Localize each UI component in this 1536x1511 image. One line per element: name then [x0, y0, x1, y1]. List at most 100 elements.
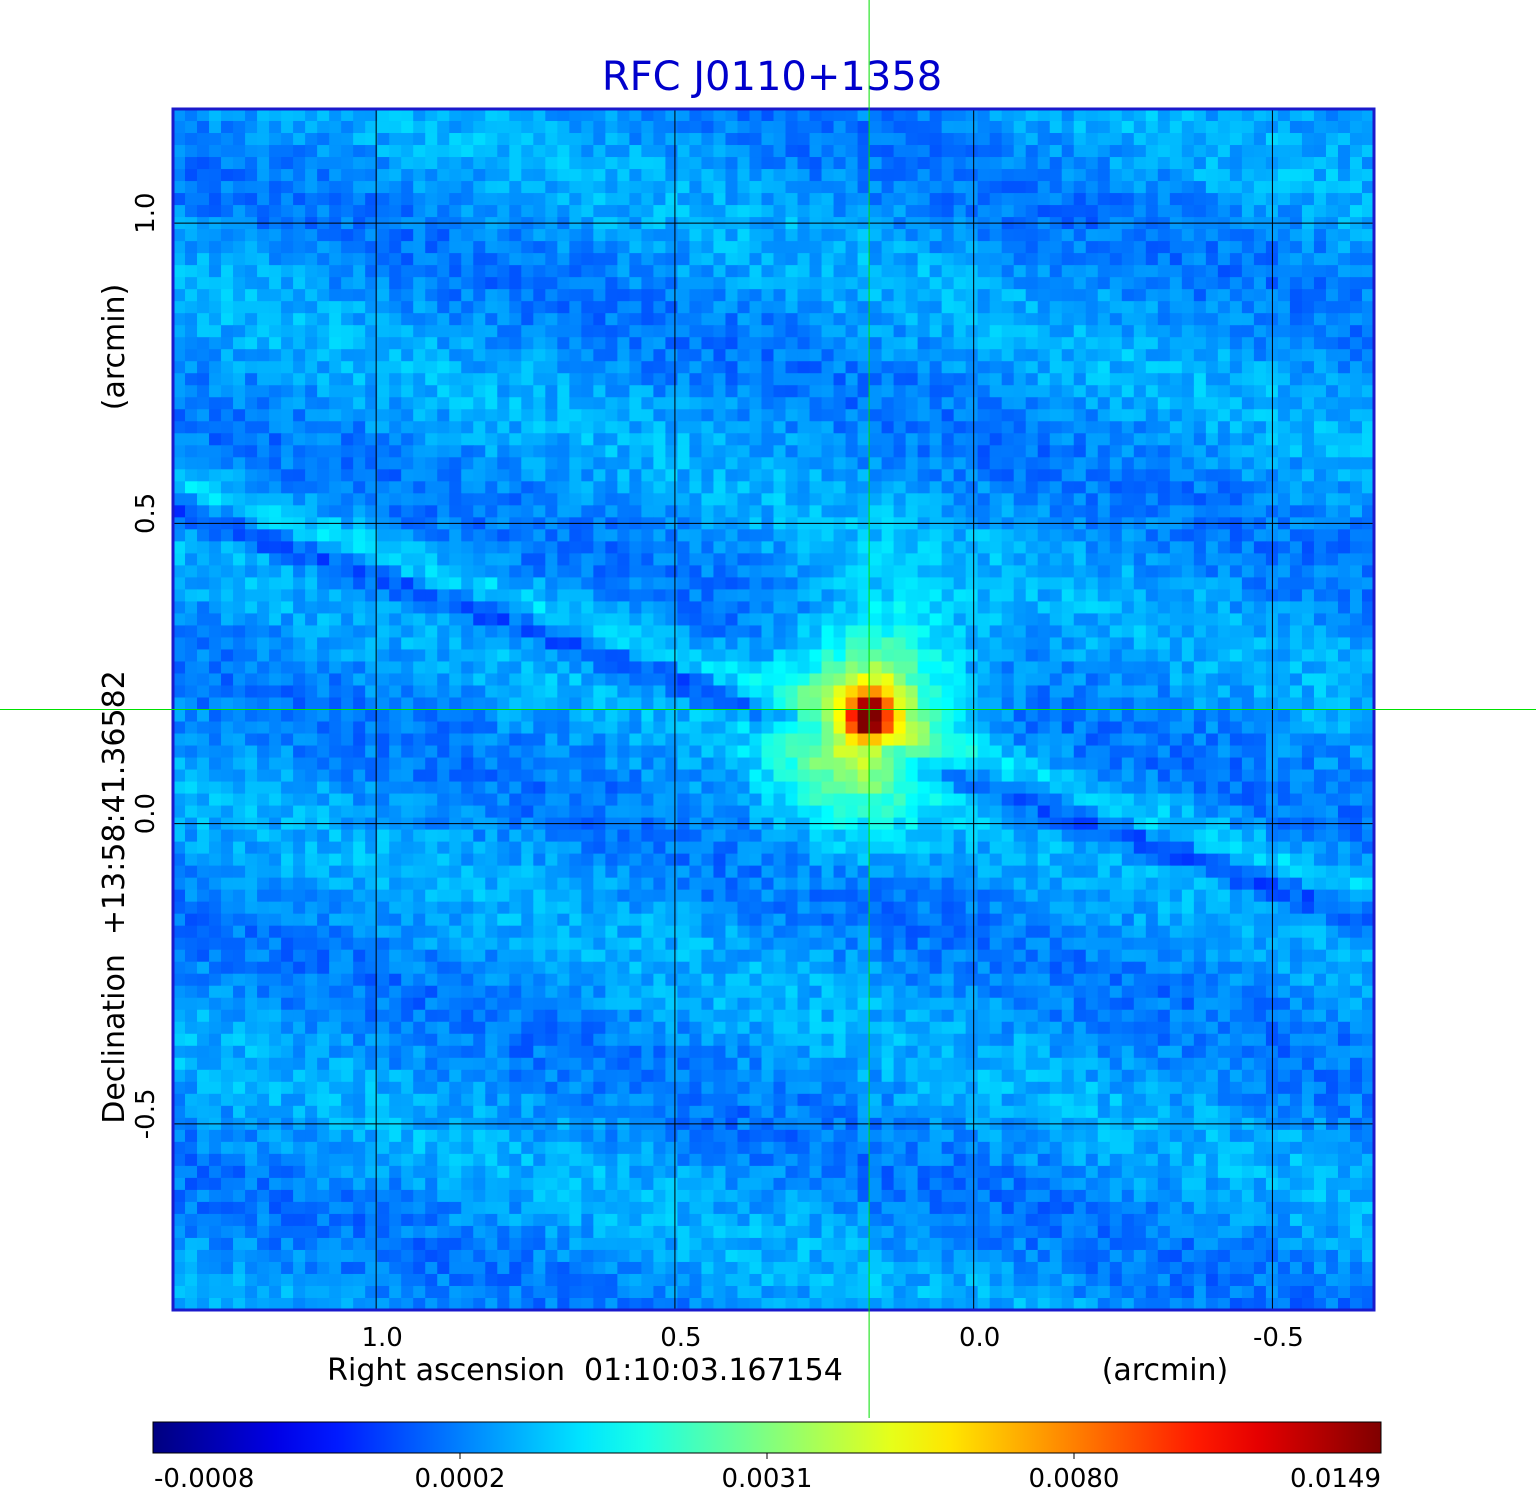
- image-pixel: [869, 169, 883, 182]
- image-pixel: [1085, 373, 1099, 386]
- image-pixel: [329, 649, 342, 663]
- image-pixel: [881, 313, 895, 326]
- image-pixel: [1073, 421, 1087, 434]
- image-pixel: [677, 613, 691, 627]
- image-pixel: [1253, 325, 1267, 338]
- image-pixel: [941, 529, 955, 542]
- image-pixel: [305, 433, 318, 446]
- image-pixel: [173, 409, 186, 422]
- image-pixel: [365, 553, 378, 566]
- image-pixel: [1085, 325, 1099, 338]
- image-pixel: [1205, 553, 1219, 566]
- image-pixel: [557, 229, 570, 242]
- image-pixel: [1049, 373, 1063, 386]
- image-pixel: [1277, 397, 1291, 410]
- image-pixel: [281, 553, 294, 566]
- image-pixel: [185, 289, 198, 302]
- image-pixel: [977, 661, 991, 675]
- image-pixel: [173, 661, 186, 675]
- image-pixel: [377, 181, 390, 194]
- image-pixel: [1049, 169, 1063, 182]
- image-pixel: [617, 661, 630, 675]
- image-pixel: [1289, 433, 1303, 446]
- image-pixel: [329, 205, 342, 218]
- image-pixel: [1109, 169, 1123, 182]
- image-pixel: [581, 577, 594, 590]
- image-pixel: [893, 385, 907, 398]
- image-pixel: [389, 481, 402, 494]
- image-pixel: [305, 577, 318, 590]
- image-pixel: [1169, 541, 1183, 554]
- image-pixel: [197, 289, 210, 302]
- image-pixel: [737, 109, 751, 122]
- image-pixel: [1361, 649, 1374, 663]
- image-pixel: [521, 181, 534, 194]
- image-pixel: [425, 229, 438, 242]
- image-pixel: [569, 397, 582, 410]
- image-pixel: [341, 637, 354, 651]
- image-pixel: [557, 649, 570, 663]
- image-pixel: [1073, 325, 1087, 338]
- image-pixel: [965, 613, 979, 627]
- image-pixel: [653, 205, 667, 218]
- image-pixel: [1109, 181, 1123, 194]
- image-pixel: [941, 601, 955, 615]
- image-pixel: [1025, 133, 1039, 146]
- image-pixel: [1229, 205, 1243, 218]
- image-pixel: [593, 145, 606, 158]
- image-pixel: [1361, 301, 1374, 314]
- image-pixel: [1325, 577, 1339, 590]
- image-pixel: [1349, 433, 1363, 446]
- image-pixel: [329, 481, 342, 494]
- image-pixel: [773, 373, 787, 386]
- image-pixel: [881, 193, 895, 206]
- image-pixel: [1193, 457, 1207, 470]
- image-pixel: [761, 685, 775, 699]
- image-pixel: [1253, 577, 1267, 590]
- image-pixel: [593, 373, 606, 386]
- image-pixel: [965, 277, 979, 290]
- image-pixel: [857, 265, 871, 278]
- image-pixel: [485, 457, 498, 470]
- image-pixel: [485, 673, 498, 687]
- image-pixel: [1205, 613, 1219, 627]
- image-pixel: [1109, 493, 1123, 506]
- image-pixel: [353, 529, 366, 542]
- image-pixel: [953, 301, 967, 314]
- image-pixel: [305, 361, 318, 374]
- image-pixel: [1013, 325, 1027, 338]
- image-pixel: [1133, 673, 1147, 687]
- image-pixel: [785, 181, 799, 194]
- image-pixel: [401, 121, 414, 134]
- image-pixel: [701, 661, 715, 675]
- image-pixel: [617, 421, 630, 434]
- image-pixel: [341, 277, 354, 290]
- image-pixel: [1349, 145, 1363, 158]
- image-pixel: [521, 409, 534, 422]
- image-pixel: [1289, 157, 1303, 170]
- image-pixel: [773, 229, 787, 242]
- image-pixel: [833, 409, 847, 422]
- image-pixel: [281, 613, 294, 627]
- image-pixel: [605, 169, 618, 182]
- image-pixel: [569, 589, 582, 603]
- image-pixel: [593, 637, 606, 651]
- image-pixel: [1157, 277, 1171, 290]
- image-pixel: [845, 181, 859, 194]
- image-pixel: [173, 313, 186, 326]
- image-pixel: [365, 469, 378, 482]
- image-pixel: [281, 289, 294, 302]
- image-pixel: [1013, 493, 1027, 506]
- image-pixel: [701, 205, 715, 218]
- image-pixel: [977, 505, 991, 518]
- image-pixel: [569, 277, 582, 290]
- image-pixel: [533, 325, 546, 338]
- image-pixel: [881, 469, 895, 482]
- image-pixel: [1061, 421, 1075, 434]
- image-pixel: [1277, 577, 1291, 590]
- image-pixel: [353, 157, 366, 170]
- image-pixel: [593, 541, 606, 554]
- image-pixel: [965, 109, 979, 122]
- image-pixel: [1061, 157, 1075, 170]
- image-pixel: [1157, 109, 1171, 122]
